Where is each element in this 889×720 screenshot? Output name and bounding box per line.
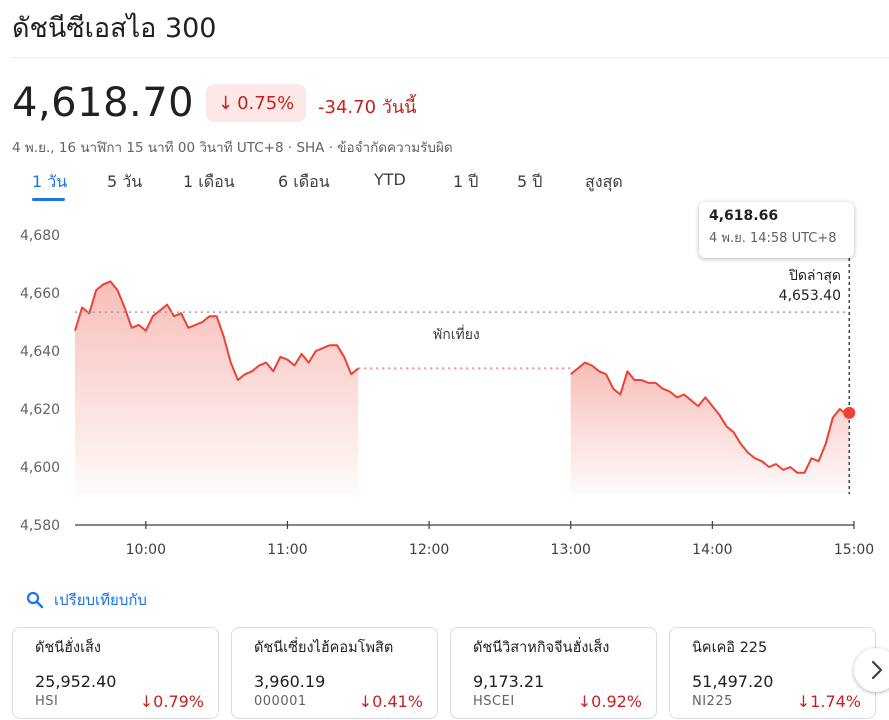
card-change: ↓0.92% xyxy=(578,692,642,711)
card-change-value: 0.41% xyxy=(372,692,423,711)
y-tick-label: 4,600 xyxy=(20,460,60,476)
change-percent: 0.75% xyxy=(237,92,295,114)
arrow-down-icon: ↓ xyxy=(577,692,592,711)
tooltip-value: 4,618.66 xyxy=(709,208,779,224)
price-line-afternoon xyxy=(570,361,850,474)
compare-card-hscei[interactable]: ดัชนีวิสาหกิจจีนฮั่งเส็ง 9,173.21 HSCEI … xyxy=(450,627,657,719)
x-tick-label: 15:00 xyxy=(834,542,874,558)
card-change-value: 0.92% xyxy=(591,692,642,711)
card-value: 3,960.19 xyxy=(254,672,326,691)
compare-card-sse[interactable]: ดัชนีเซี่ยงไฮ้คอมโพสิต 3,960.19 000001 ↓… xyxy=(231,627,438,719)
x-tick-label: 12:00 xyxy=(409,542,449,558)
page-title: ดัชนีซีเอสไอ 300 xyxy=(12,13,217,44)
y-tick-label: 4,660 xyxy=(20,286,60,302)
x-tick-label: 11:00 xyxy=(267,542,307,558)
card-symbol: NI225 xyxy=(692,694,733,709)
tab-1d[interactable]: 1 วัน xyxy=(32,172,68,191)
x-tick-label: 10:00 xyxy=(126,542,166,558)
card-symbol: HSI xyxy=(35,694,59,709)
card-name: นิคเคอิ 225 xyxy=(692,640,768,656)
card-name: ดัชนีเซี่ยงไฮ้คอมโพสิต xyxy=(254,640,394,656)
card-symbol: 000001 xyxy=(254,694,307,709)
compare-card-ni225[interactable]: นิคเคอิ 225 51,497.20 NI225 ↓1.74% xyxy=(669,627,876,719)
compare-card-hsi[interactable]: ดัชนีฮั่งเส็ง 25,952.40 HSI ↓0.79% xyxy=(12,627,219,719)
previous-close: ปิดล่าสุด 4,653.40 xyxy=(779,266,841,306)
hover-point xyxy=(843,406,856,419)
intraday-chart[interactable]: 4,680 4,660 4,640 4,620 4,600 4,580 10:00 11:0… xyxy=(0,200,889,570)
y-tick-label: 4,640 xyxy=(20,344,60,360)
x-tick-label: 13:00 xyxy=(551,542,591,558)
tab-5y[interactable]: 5 ปี xyxy=(517,172,543,191)
card-change-value: 0.79% xyxy=(153,692,204,711)
area-fill-morning xyxy=(75,281,359,495)
tooltip-time: 4 พ.ย. 14:58 UTC+8 xyxy=(709,231,837,246)
card-name: ดัชนีฮั่งเส็ง xyxy=(35,640,101,656)
active-tab-indicator xyxy=(32,198,65,201)
compare-label: เปรียบเทียบกับ xyxy=(54,591,147,609)
arrow-down-icon: ↓ xyxy=(796,692,811,711)
previous-close-label: ปิดล่าสุด xyxy=(788,268,841,284)
arrow-down-icon: ↓ xyxy=(358,692,373,711)
tab-1y[interactable]: 1 ปี xyxy=(453,172,479,191)
tab-6m[interactable]: 6 เดือน xyxy=(278,172,330,191)
card-value: 25,952.40 xyxy=(35,672,117,691)
tab-5d[interactable]: 5 วัน xyxy=(107,172,143,191)
card-change: ↓1.74% xyxy=(797,692,861,711)
tab-1m[interactable]: 1 เดือน xyxy=(183,172,235,191)
chevron-right-icon xyxy=(871,660,883,680)
y-tick-label: 4,680 xyxy=(20,228,60,244)
card-change: ↓0.41% xyxy=(359,692,423,711)
change-absolute: -34.70 วันนี้ xyxy=(318,97,417,118)
tab-ytd[interactable]: YTD xyxy=(374,170,406,189)
hover-tooltip: 4,618.66 4 พ.ย. 14:58 UTC+8 xyxy=(699,202,854,258)
card-symbol: HSCEI xyxy=(473,694,515,709)
current-price: 4,618.70 xyxy=(12,80,195,126)
arrow-down-icon: ↓ xyxy=(218,92,234,114)
x-tick-label: 14:00 xyxy=(692,542,732,558)
card-change: ↓0.79% xyxy=(140,692,204,711)
card-name: ดัชนีวิสาหกิจจีนฮั่งเส็ง xyxy=(473,640,610,656)
previous-close-value: 4,653.40 xyxy=(778,288,841,304)
next-cards-button[interactable] xyxy=(854,648,889,692)
compare-link[interactable]: เปรียบเทียบกับ xyxy=(26,588,147,612)
card-value: 9,173.21 xyxy=(473,672,545,691)
quote-subtitle: 4 พ.ย., 16 นาฬิกา 15 นาที 00 วินาที UTC+… xyxy=(12,140,453,156)
area-fill-afternoon xyxy=(570,362,850,495)
card-value: 51,497.20 xyxy=(692,672,774,691)
search-icon xyxy=(26,591,44,609)
y-tick-label: 4,580 xyxy=(20,518,60,534)
range-tabs: 1 วัน 5 วัน 1 เดือน 6 เดือน YTD 1 ปี 5 ป… xyxy=(0,170,889,202)
change-percent-badge: ↓ 0.75% xyxy=(206,84,307,122)
lunch-break-label: พักเที่ยง xyxy=(433,327,480,343)
price-line-morning xyxy=(74,280,359,381)
title-divider xyxy=(12,57,889,58)
arrow-down-icon: ↓ xyxy=(139,692,154,711)
tab-max[interactable]: สูงสุด xyxy=(585,172,623,191)
card-change-value: 1.74% xyxy=(810,692,861,711)
y-tick-label: 4,620 xyxy=(20,402,60,418)
